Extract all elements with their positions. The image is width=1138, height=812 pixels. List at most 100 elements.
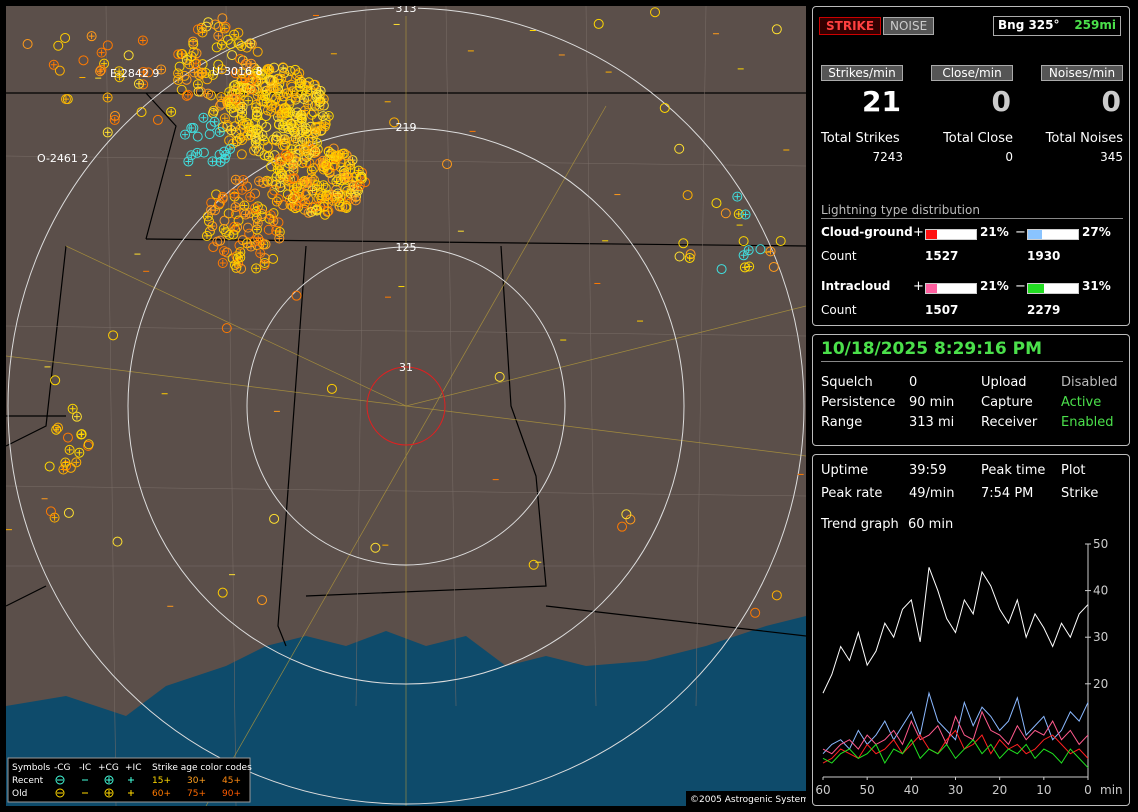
strike-symbol (341, 171, 352, 182)
strike-symbol (186, 123, 197, 134)
strike-symbol (246, 75, 257, 86)
strike-symbol (771, 590, 782, 601)
strike-symbol (274, 233, 285, 244)
strike-symbol (226, 103, 237, 114)
count-label: Count (821, 249, 857, 263)
strike-symbol (351, 171, 362, 182)
strike-symbol (54, 65, 65, 76)
legend-text: Strike age color codes (152, 763, 252, 773)
strike-symbol (219, 23, 230, 34)
strike-symbol (311, 129, 318, 136)
strike-symbol (173, 49, 184, 60)
strike-symbol (44, 461, 55, 472)
strike-symbol (292, 148, 303, 159)
strike-symbol (135, 80, 142, 87)
strike-symbol (136, 107, 147, 118)
strike-symbol (318, 111, 329, 122)
stats-panel: Uptime 39:59 Peak time Plot Peak rate 49/min 7… (812, 454, 1130, 806)
strike-symbol (204, 129, 215, 140)
noise-button[interactable]: NOISE (883, 17, 935, 35)
strike-symbol (194, 69, 205, 80)
strike-symbol (102, 127, 113, 138)
strike-symbol (276, 235, 283, 242)
strike-symbol (221, 115, 228, 122)
strike-symbol (257, 130, 268, 141)
strike-symbol (303, 136, 314, 147)
percent-bar (1027, 283, 1079, 294)
strike-symbol (229, 188, 240, 199)
strike-symbol (254, 127, 261, 134)
strike-symbol (343, 158, 354, 169)
strike-symbol (64, 444, 75, 455)
strike-symbol (203, 232, 210, 239)
strike-symbol (48, 59, 59, 70)
strike-symbol (682, 190, 693, 201)
strike-symbol (98, 66, 105, 73)
x-tick-label: 50 (860, 783, 875, 797)
strike-symbol (98, 49, 105, 56)
strike-symbol (224, 143, 235, 154)
strike-symbol (76, 449, 83, 456)
strike-symbol (301, 188, 312, 199)
strike-symbol (152, 114, 163, 125)
strike-symbol (237, 134, 248, 145)
strike-symbol (168, 108, 175, 115)
strike-symbol (318, 180, 329, 191)
strike-symbol (234, 255, 241, 262)
strike-symbol (224, 97, 235, 108)
strike-symbol (255, 236, 266, 247)
x-tick-label: 40 (904, 783, 919, 797)
ring-label: 219 (396, 121, 417, 134)
rate-value: 0 (991, 85, 1011, 118)
trend-value: 60 min (908, 517, 954, 532)
trend-line (822, 567, 1089, 694)
strike-symbol (742, 211, 749, 218)
strike-symbol (242, 75, 249, 82)
strike-symbol (188, 125, 195, 132)
strike-symbol (62, 96, 69, 103)
strike-symbol (311, 114, 322, 125)
strike-symbol (176, 84, 187, 95)
strike-symbol (67, 403, 78, 414)
strike-symbol (104, 129, 111, 136)
strike-symbol (274, 89, 285, 100)
strike-symbol (771, 24, 782, 35)
strike-symbol (265, 65, 272, 72)
strike-symbol (302, 147, 309, 154)
copyright: ©2005 Astrogenic Systems (690, 795, 806, 805)
strike-symbol (203, 88, 214, 99)
strike-symbol (309, 175, 320, 186)
strike-symbol (494, 371, 505, 382)
distance: 259mi (1074, 18, 1116, 32)
strike-symbol (60, 457, 71, 468)
strike-symbol (174, 61, 185, 72)
strike-symbol (268, 253, 279, 264)
strike-symbol (282, 72, 293, 83)
x-tick-label: 30 (948, 783, 963, 797)
strike-symbol (88, 33, 95, 40)
strike-symbol (291, 156, 302, 167)
strike-symbol (237, 184, 248, 195)
legend-age: 30+ (187, 776, 206, 786)
rate-value: 21 (862, 85, 901, 118)
strike-symbol (247, 243, 254, 250)
strike-symbol (230, 68, 241, 79)
datetime: 10/18/2025 8:29:16 PM (821, 339, 1042, 359)
strike-symbol (321, 123, 328, 130)
status-panel: 10/18/2025 8:29:16 PM Squelch 0 Upload Disa… (812, 334, 1130, 446)
strike-symbol (259, 90, 270, 101)
strike-symbol (224, 229, 235, 240)
strike-symbol (114, 66, 125, 77)
copyright-bg (686, 791, 806, 806)
strike-symbol (306, 165, 317, 176)
status-field: 313 mi (909, 415, 955, 430)
strike-button[interactable]: STRIKE (819, 17, 882, 35)
strike-symbol (254, 92, 261, 99)
strike-symbol (140, 68, 147, 75)
strike-symbol (310, 146, 321, 157)
strike-symbol (289, 173, 300, 184)
strike-symbol (58, 464, 69, 475)
status-field: Squelch (821, 375, 873, 390)
trend-label: Trend graph (821, 517, 899, 532)
strike-symbol (261, 92, 268, 99)
